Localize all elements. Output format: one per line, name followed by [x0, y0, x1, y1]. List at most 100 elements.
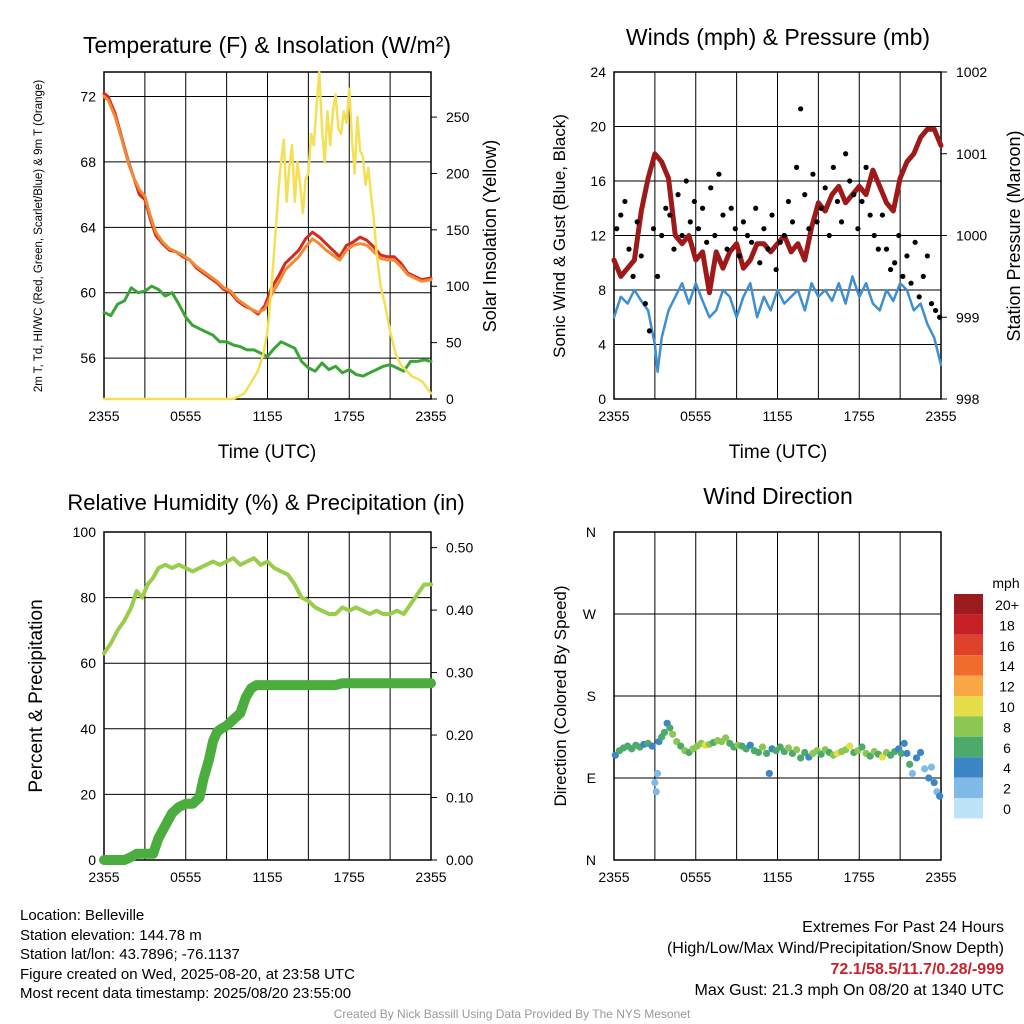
gust-point — [634, 219, 640, 225]
created-text: Figure created on Wed, 2025-08-20, at 23… — [20, 965, 355, 983]
y-tick-label: 0 — [88, 852, 96, 868]
gust-point — [883, 246, 890, 252]
t9m-line — [102, 95, 433, 314]
direction-point — [927, 763, 936, 771]
x-tick-label: 1755 — [844, 408, 875, 424]
x-tick-label: 2355 — [415, 408, 446, 424]
direction-point — [900, 739, 908, 747]
x-tick-label: 2355 — [88, 408, 119, 424]
legend-swatch — [954, 757, 983, 778]
wind-xlabel: Time (UTC) — [729, 442, 828, 463]
extremes-title: Extremes For Past 24 Hours — [802, 919, 1004, 936]
x-tick-label: 0555 — [680, 869, 711, 885]
y2-tick-label: 1002 — [956, 64, 987, 80]
x-tick-label: 1155 — [762, 408, 792, 424]
y-tick-label: 60 — [80, 655, 96, 671]
y2-tick-label: 150 — [446, 222, 470, 238]
gust-point — [679, 232, 685, 239]
temp-xlabel: Time (UTC) — [218, 442, 317, 463]
direction-point — [936, 792, 944, 800]
legend-swatch — [954, 798, 983, 819]
x-tick-label: 1155 — [252, 869, 282, 885]
gust-point — [720, 212, 726, 218]
y-tick-label: 100 — [73, 524, 97, 540]
td-line — [102, 284, 433, 378]
gust-point — [777, 239, 783, 245]
y2-tick-label: 0.00 — [446, 852, 473, 868]
direction-point — [908, 769, 916, 778]
legend-swatch — [954, 675, 983, 696]
gust-point — [687, 219, 693, 225]
direction-point — [897, 749, 906, 758]
precip-line — [99, 678, 436, 865]
gust-point — [744, 232, 751, 239]
legend-swatch — [954, 594, 983, 615]
y-tick-label: 24 — [590, 64, 606, 80]
gust-point — [699, 205, 706, 211]
gust-point — [875, 246, 881, 252]
gust-point — [642, 301, 648, 307]
x-tick-label: 2355 — [88, 869, 119, 885]
direction-point — [903, 749, 911, 758]
direction-point — [925, 774, 933, 782]
y-tick-label: 68 — [80, 154, 96, 170]
wind-title: Winds (mph) & Pressure (mb) — [626, 24, 930, 50]
extremes-info: Extremes For Past 24 Hours (High/Low/Max… — [667, 917, 1004, 1001]
gust-point — [683, 178, 689, 184]
y-tick-label: S — [587, 688, 596, 704]
direction-point — [754, 748, 763, 757]
gust-point — [622, 198, 628, 205]
y2-tick-label: 250 — [446, 109, 470, 125]
gust-point — [732, 226, 738, 232]
gust-point — [879, 212, 886, 218]
wind-ylabel: Sonic Wind & Gust (Blue, Black) — [550, 114, 569, 358]
legend-swatch — [954, 716, 983, 737]
gust-point — [650, 226, 657, 232]
gust-point — [932, 307, 939, 314]
gust-point — [818, 205, 824, 211]
gust-point — [863, 164, 869, 170]
y2-tick-label: 999 — [956, 309, 980, 325]
pressure-line — [611, 126, 944, 296]
y2-tick-label: 998 — [956, 391, 980, 407]
y2-tick-label: 100 — [446, 278, 470, 294]
gust-point — [749, 239, 755, 245]
gust-point — [765, 246, 771, 252]
legend-label: 12 — [999, 679, 1015, 695]
rh-title: Relative Humidity (%) & Precipitation (i… — [67, 490, 464, 515]
direction-point — [792, 746, 801, 754]
y2-tick-label: 0.30 — [446, 665, 473, 681]
direction-point — [722, 734, 730, 742]
legend-label: 2 — [1003, 781, 1011, 797]
gust-point — [736, 253, 742, 259]
temp-ylabel: 2m T, Td, HI/WC (Red, Green, Scarlet/Blu… — [33, 80, 45, 392]
insolation-line — [102, 70, 433, 401]
gust-point — [912, 239, 918, 245]
x-tick-label: 1755 — [334, 408, 365, 424]
gust-point — [830, 164, 836, 170]
y-tick-label: 40 — [80, 721, 96, 737]
gust-point — [896, 232, 902, 239]
gust-point — [834, 198, 841, 205]
latlon-text: Station lat/lon: 43.7896; -76.1137 — [20, 946, 240, 963]
wind-chart: 2355 0555 1155 1755 235504812162024998999100… — [590, 64, 987, 424]
gust-point — [838, 219, 845, 225]
gust-point — [822, 185, 828, 191]
gust-point — [712, 232, 718, 239]
gust-point — [704, 239, 710, 245]
x-tick-label: 1755 — [844, 869, 875, 885]
y2-tick-label: 0.50 — [446, 540, 473, 556]
gust-point — [675, 192, 681, 198]
gust-point — [892, 260, 898, 266]
direction-point — [746, 741, 754, 749]
gust-point — [851, 192, 857, 198]
gust-point — [916, 294, 922, 300]
gust-point — [663, 205, 669, 211]
x-tick-label: 2355 — [598, 869, 629, 885]
y2-tick-label: 0.10 — [446, 790, 473, 806]
direction-point — [758, 743, 767, 751]
gust-point — [740, 219, 747, 225]
wind-line — [612, 275, 943, 374]
gust-point — [802, 192, 808, 198]
